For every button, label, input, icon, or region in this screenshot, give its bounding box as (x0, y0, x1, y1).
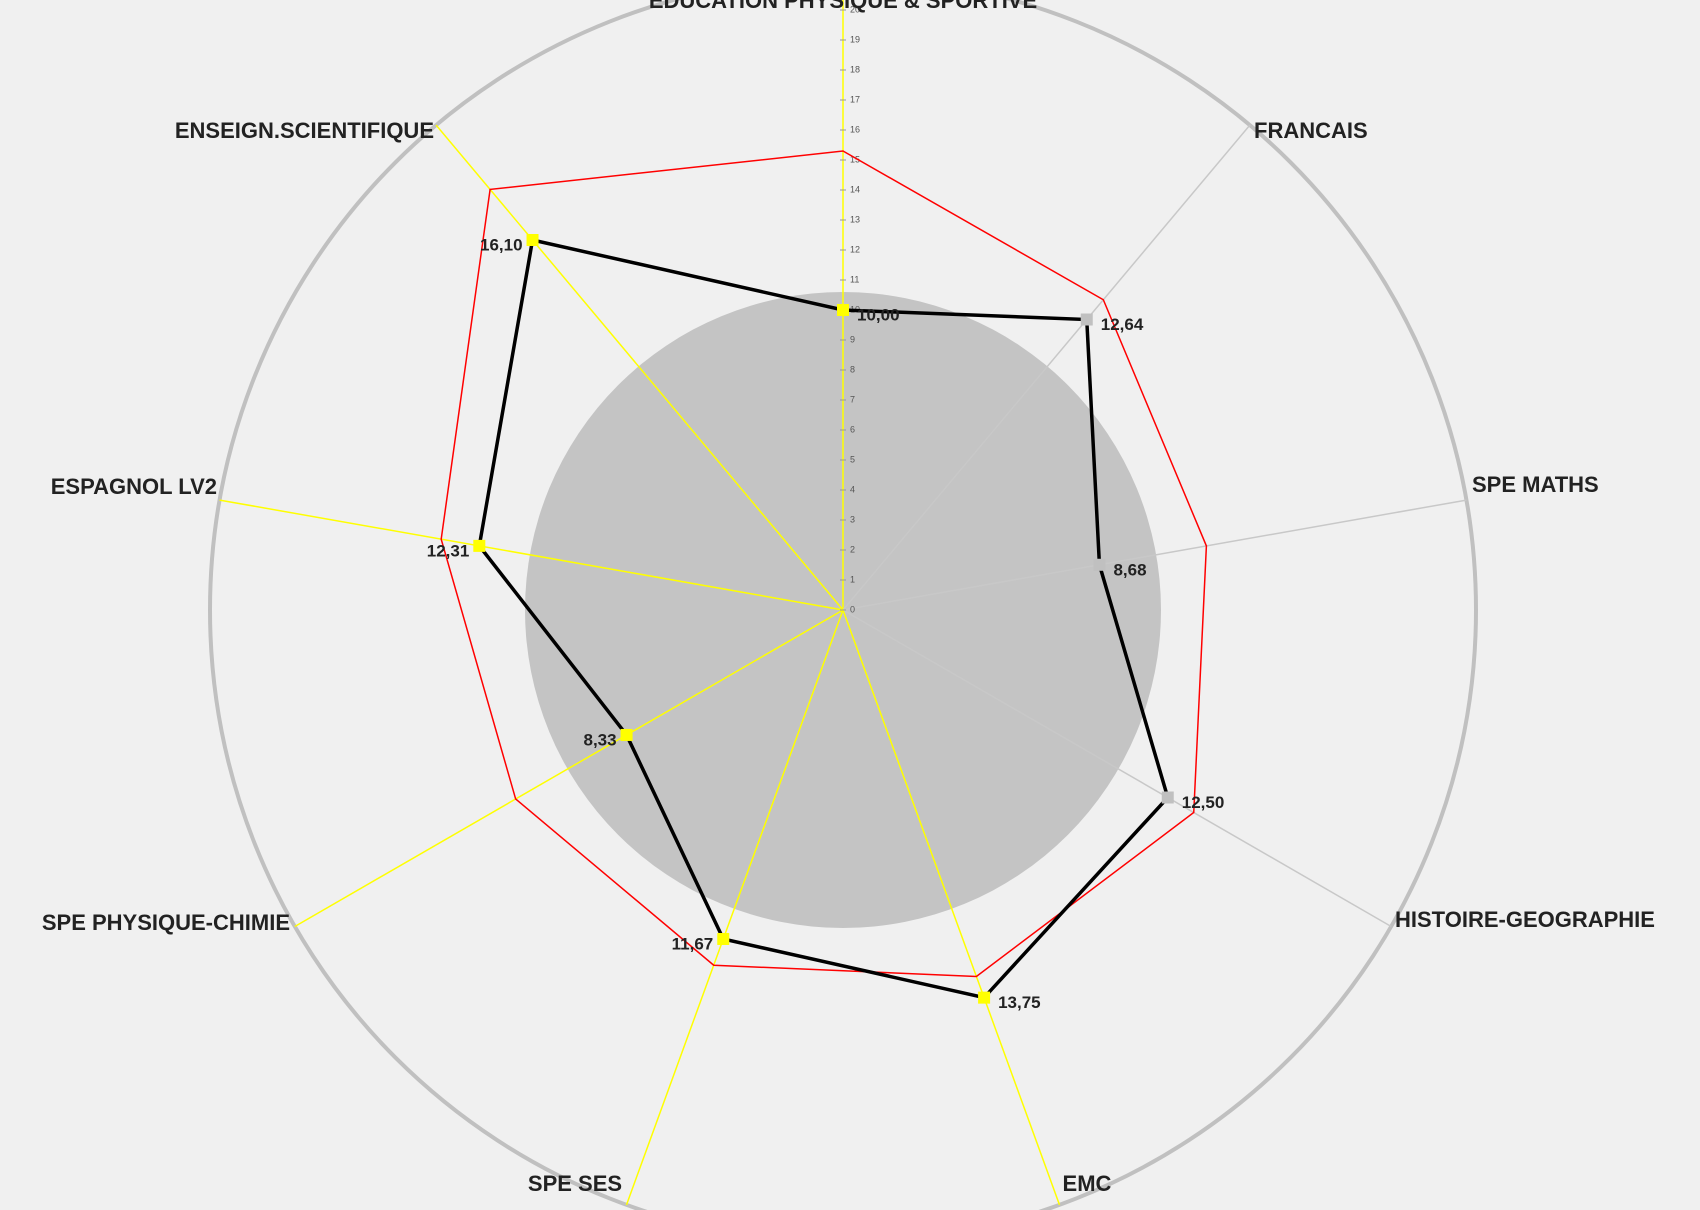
data-point (473, 539, 486, 552)
value-label: 8,33 (583, 730, 616, 749)
data-point (1161, 791, 1174, 804)
category-label: HISTOIRE-GEOGRAPHIE (1395, 907, 1655, 932)
category-label: FRANCAIS (1254, 118, 1368, 143)
value-label: 16,10 (480, 235, 523, 254)
category-label: SPE SES (528, 1171, 622, 1196)
category-label: EMC (1063, 1171, 1112, 1196)
value-label: 10,00 (857, 305, 900, 324)
r-tick-label: 11 (850, 274, 859, 284)
value-label: 11,67 (672, 934, 714, 953)
data-point (837, 304, 849, 316)
r-tick-label: 4 (850, 484, 855, 494)
data-point (717, 932, 730, 945)
value-label: 12,64 (1101, 315, 1144, 334)
category-label: EDUCATION PHYSIQUE & SPORTIVE (649, 0, 1037, 13)
r-tick-label: 9 (850, 334, 855, 344)
r-tick-label: 20 (850, 4, 860, 14)
axis-line (842, 124, 1251, 611)
r-tick-label: 7 (850, 394, 855, 404)
r-tick-label: 19 (850, 34, 860, 44)
data-point (526, 234, 539, 247)
value-label: 12,31 (427, 541, 470, 560)
series-line (477, 237, 1170, 1000)
data-point (978, 991, 991, 1004)
r-tick-label: 16 (850, 124, 860, 134)
r-tick-label: 2 (850, 544, 855, 554)
axis-line (842, 609, 1061, 1206)
axis-line (219, 499, 844, 611)
r-tick-label: 14 (850, 184, 860, 194)
outer-circle (208, 0, 1478, 1210)
r-tick-label: 0 (850, 604, 855, 614)
data-point (1093, 558, 1106, 571)
r-tick-label: 15 (850, 154, 860, 164)
r-tick-label: 8 (850, 364, 855, 374)
r-tick-label: 18 (850, 64, 860, 74)
axis-line (842, 609, 1392, 928)
r-tick-label: 12 (850, 244, 860, 254)
axis-line (842, 499, 1467, 611)
r-tick-label: 6 (850, 424, 855, 434)
r-tick-label: 17 (850, 94, 860, 104)
category-label: ENSEIGN.SCIENTIFIQUE (175, 118, 434, 143)
value-label: 12,50 (1182, 793, 1225, 812)
category-label: SPE PHYSIQUE-CHIMIE (42, 910, 290, 935)
value-label: 8,68 (1113, 560, 1146, 579)
axis-line (625, 609, 844, 1206)
data-point (1080, 313, 1093, 326)
r-tick-label: 13 (850, 214, 860, 224)
category-label: ESPAGNOL LV2 (51, 474, 217, 499)
data-point (620, 728, 633, 741)
category-label: SPE MATHS (1472, 472, 1599, 497)
value-label: 13,75 (998, 993, 1041, 1012)
r-tick-label: 1 (850, 574, 855, 584)
axis-line (294, 609, 844, 928)
r-tick-label: 3 (850, 514, 855, 524)
axis-line (435, 124, 844, 611)
r-tick-label: 5 (850, 454, 855, 464)
series-line (440, 150, 1208, 978)
